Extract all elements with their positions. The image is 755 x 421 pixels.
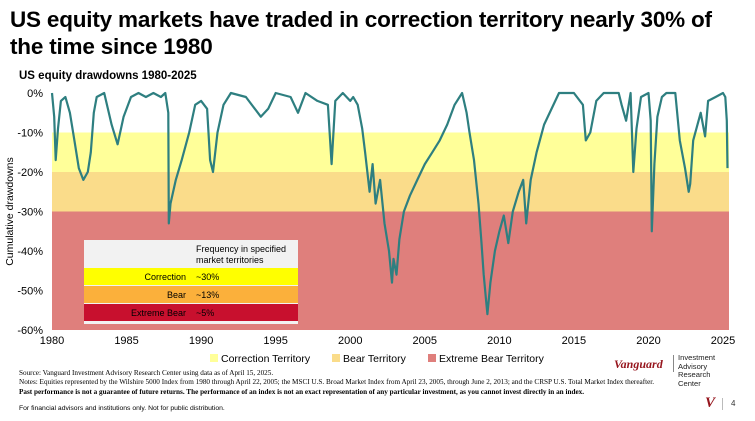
inset-row-label: Extreme Bear xyxy=(131,308,186,318)
x-tick-label: 2025 xyxy=(711,335,735,347)
legend-swatch xyxy=(210,354,218,362)
page-number: 4 xyxy=(731,399,736,408)
y-tick-label: -60% xyxy=(17,325,43,337)
research-center-line1: Investment Advisory xyxy=(678,353,716,371)
disclaimer-line: Past performance is not a guarantee of f… xyxy=(19,387,585,396)
slide-title: US equity markets have traded in correct… xyxy=(10,7,712,59)
y-tick-label: -30% xyxy=(17,207,43,219)
research-center-line2: Research Center xyxy=(678,370,711,388)
inset-row-label: Correction xyxy=(144,272,186,282)
x-tick-label: 1985 xyxy=(114,335,138,347)
x-tick-label: 2020 xyxy=(636,335,660,347)
legend-label: Bear Territory xyxy=(343,353,407,365)
legend-label: Correction Territory xyxy=(221,353,311,365)
research-center-label: Investment Advisory Research Center xyxy=(678,353,734,388)
source-line: Source: Vanguard Investment Advisory Res… xyxy=(19,369,274,377)
vanguard-v-icon: V xyxy=(705,395,716,411)
x-tick-label: 2010 xyxy=(487,335,511,347)
brand-name: Vanguard xyxy=(614,357,663,371)
inset-header: Frequency in specified market territories xyxy=(196,244,286,265)
territory-band-1 xyxy=(52,172,729,212)
x-tick-label: 1990 xyxy=(189,335,213,347)
legend-swatch xyxy=(428,354,436,362)
inset-row-2 xyxy=(84,304,298,321)
y-tick-label: -20% xyxy=(17,167,43,179)
chart-subtitle: US equity drawdowns 1980-2025 xyxy=(19,70,197,82)
y-axis-label: Cumulative drawdowns xyxy=(4,157,16,266)
inset-row-0 xyxy=(84,268,298,285)
y-tick-label: 0% xyxy=(27,88,43,100)
y-tick-label: -40% xyxy=(17,246,43,258)
x-tick-label: 2015 xyxy=(562,335,586,347)
distribution-footer: For financial advisors and institutions … xyxy=(19,405,225,412)
inset-row-value: ~13% xyxy=(196,290,219,300)
x-tick-label: 2000 xyxy=(338,335,362,347)
territory-band-0 xyxy=(52,132,729,172)
inset-row-label: Bear xyxy=(167,290,186,300)
x-tick-label: 1980 xyxy=(40,335,64,347)
legend-swatch xyxy=(332,354,340,362)
source-notes: Source: Vanguard Investment Advisory Res… xyxy=(19,369,739,397)
x-tick-label: 1995 xyxy=(263,335,287,347)
vanguard-logo: Vanguard Investment Advisory Research Ce… xyxy=(614,352,734,387)
notes-line: Notes: Equities represented by the Wilsh… xyxy=(19,378,655,387)
x-tick-label: 2005 xyxy=(413,335,437,347)
drawdown-series-line xyxy=(50,91,729,316)
y-tick-label: -50% xyxy=(17,286,43,298)
inset-row-value: ~5% xyxy=(196,308,214,318)
y-tick-label: -10% xyxy=(17,128,43,140)
inset-row-value: ~30% xyxy=(196,272,219,282)
logo-divider xyxy=(673,355,674,372)
inset-row-1 xyxy=(84,286,298,303)
legend-label: Extreme Bear Territory xyxy=(439,353,545,365)
page-number-divider xyxy=(722,398,723,410)
